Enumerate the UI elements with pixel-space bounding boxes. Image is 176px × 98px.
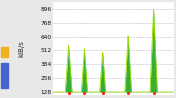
Bar (1, 47, 8, 57)
Text: kIB/s: kIB/s (18, 41, 24, 57)
Bar (1, 63, 8, 88)
